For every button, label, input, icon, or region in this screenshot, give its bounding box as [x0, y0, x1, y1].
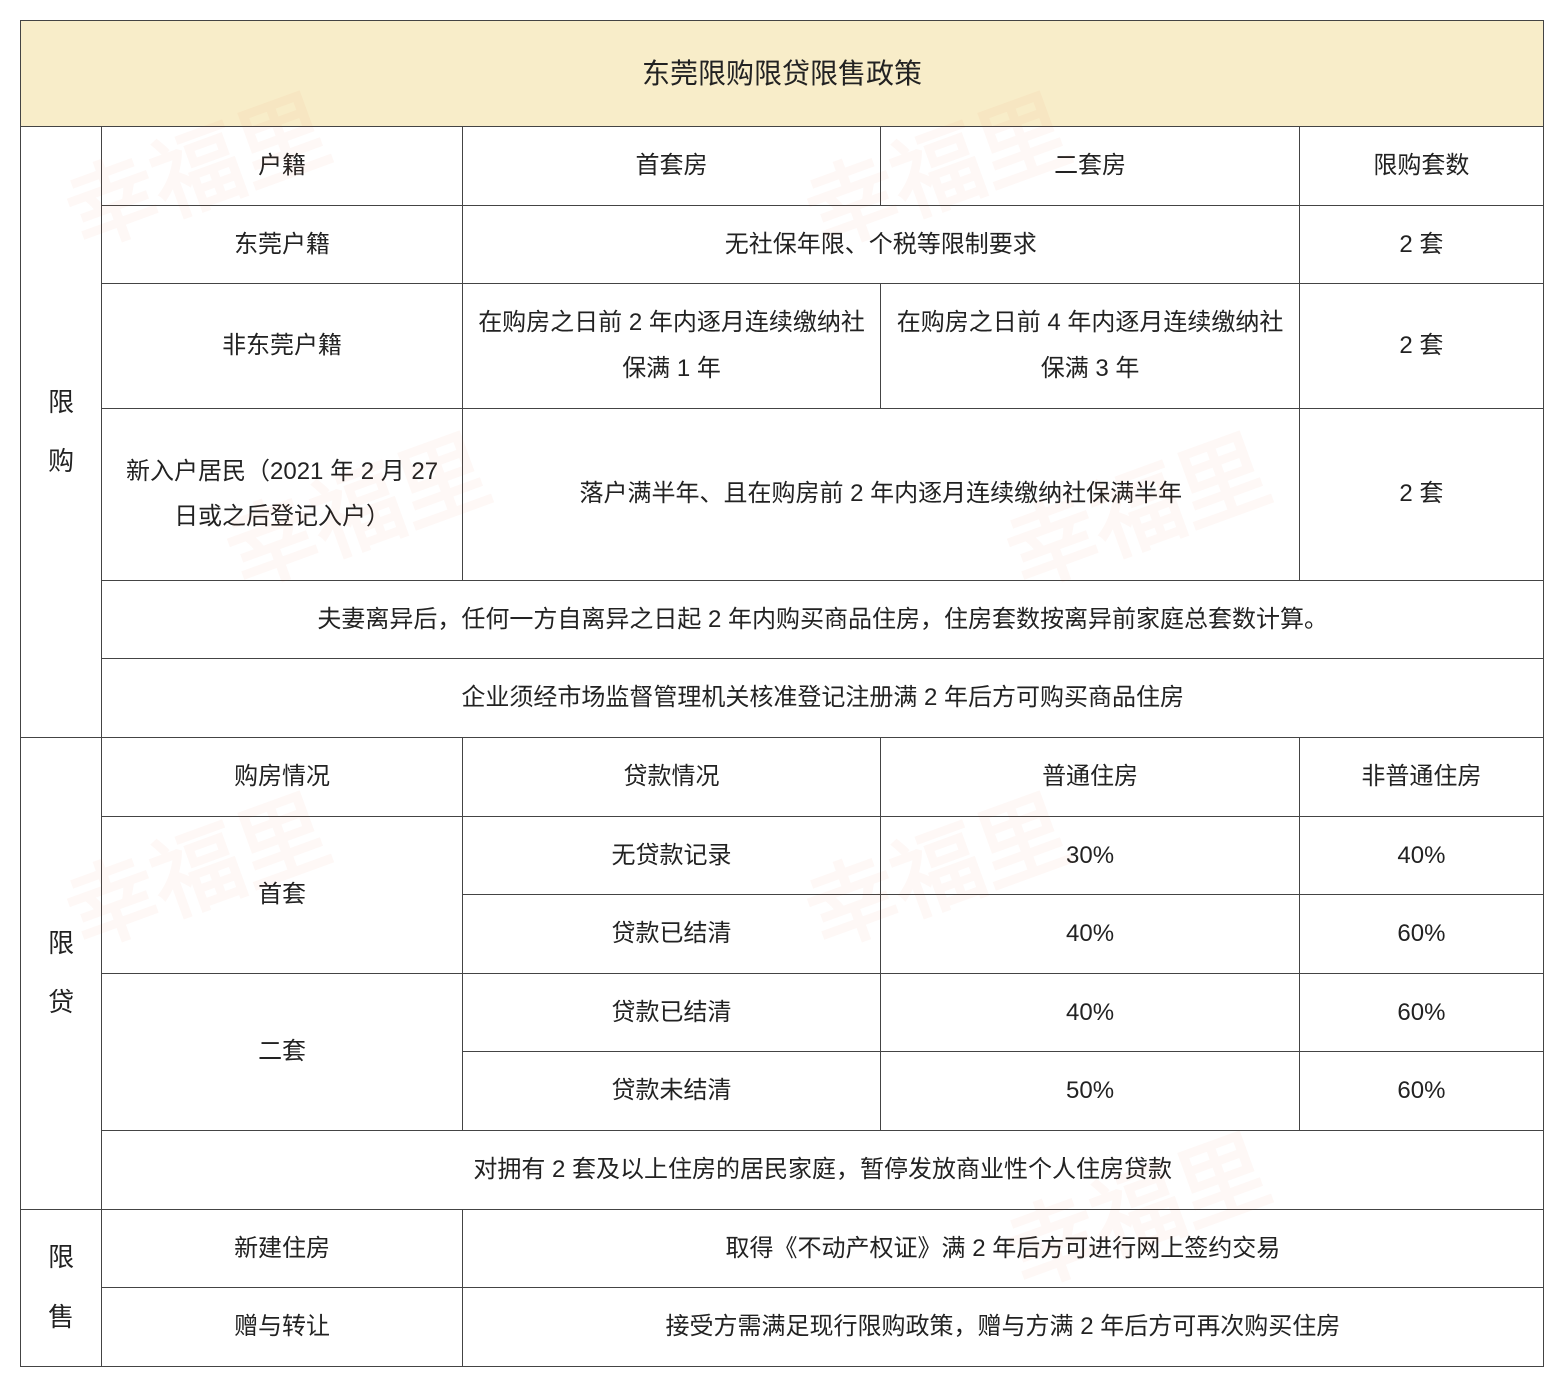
cell: 40% — [881, 895, 1300, 974]
cell: 30% — [881, 816, 1300, 895]
xiandai-h-c1: 购房情况 — [102, 737, 462, 816]
cell: 贷款已结清 — [462, 895, 881, 974]
cell: 2 套 — [1299, 284, 1543, 408]
cell: 60% — [1299, 895, 1543, 974]
xiangou-h-c4: 限购套数 — [1299, 127, 1543, 206]
cell: 企业须经市场监督管理机关核准登记注册满 2 年后方可购买商品住房 — [102, 659, 1544, 738]
policy-table: 东莞限购限贷限售政策 限购 户籍 首套房 二套房 限购套数 东莞户籍 无社保年限… — [20, 20, 1544, 1367]
xiandai-h-c2: 贷款情况 — [462, 737, 881, 816]
cell: 赠与转让 — [102, 1288, 462, 1367]
xiandai-row-2: 二套 贷款已结清 40% 60% — [21, 973, 1544, 1052]
cell: 首套 — [102, 816, 462, 973]
xiangou-row-1: 非东莞户籍 在购房之日前 2 年内逐月连续缴纳社保满 1 年 在购房之日前 4 … — [21, 284, 1544, 408]
table-title: 东莞限购限贷限售政策 — [21, 21, 1544, 127]
cell: 非东莞户籍 — [102, 284, 462, 408]
cell: 无贷款记录 — [462, 816, 881, 895]
cell: 东莞户籍 — [102, 205, 462, 284]
xiangou-h-c1: 户籍 — [102, 127, 462, 206]
cell: 贷款已结清 — [462, 973, 881, 1052]
cell: 40% — [881, 973, 1300, 1052]
cell: 在购房之日前 4 年内逐月连续缴纳社保满 3 年 — [881, 284, 1300, 408]
section-label-xiangou: 限购 — [21, 127, 102, 738]
cell: 落户满半年、且在购房前 2 年内逐月连续缴纳社保满半年 — [462, 408, 1299, 580]
title-row: 东莞限购限贷限售政策 — [21, 21, 1544, 127]
xiandai-header-row: 限贷 购房情况 贷款情况 普通住房 非普通住房 — [21, 737, 1544, 816]
section-label-xianshou: 限售 — [21, 1209, 102, 1366]
cell: 取得《不动产权证》满 2 年后方可进行网上签约交易 — [462, 1209, 1543, 1288]
xiangou-h-c2: 首套房 — [462, 127, 881, 206]
xiangou-h-c3: 二套房 — [881, 127, 1300, 206]
xiandai-row-0: 首套 无贷款记录 30% 40% — [21, 816, 1544, 895]
xiangou-row-0: 东莞户籍 无社保年限、个税等限制要求 2 套 — [21, 205, 1544, 284]
xianshou-row-1: 赠与转让 接受方需满足现行限购政策，赠与方满 2 年后方可再次购买住房 — [21, 1288, 1544, 1367]
cell: 对拥有 2 套及以上住房的居民家庭，暂停发放商业性个人住房贷款 — [102, 1130, 1544, 1209]
xiangou-note-0: 夫妻离异后，任何一方自离异之日起 2 年内购买商品住房，住房套数按离异前家庭总套… — [21, 580, 1544, 659]
cell: 60% — [1299, 1052, 1543, 1131]
cell: 贷款未结清 — [462, 1052, 881, 1131]
cell: 40% — [1299, 816, 1543, 895]
xiandai-note: 对拥有 2 套及以上住房的居民家庭，暂停发放商业性个人住房贷款 — [21, 1130, 1544, 1209]
cell: 无社保年限、个税等限制要求 — [462, 205, 1299, 284]
cell: 2 套 — [1299, 205, 1543, 284]
cell: 60% — [1299, 973, 1543, 1052]
xiandai-h-c4: 非普通住房 — [1299, 737, 1543, 816]
xianshou-row-0: 限售 新建住房 取得《不动产权证》满 2 年后方可进行网上签约交易 — [21, 1209, 1544, 1288]
cell: 50% — [881, 1052, 1300, 1131]
cell: 新入户居民（2021 年 2 月 27 日或之后登记入户） — [102, 408, 462, 580]
section-label-xiandai: 限贷 — [21, 737, 102, 1209]
cell: 夫妻离异后，任何一方自离异之日起 2 年内购买商品住房，住房套数按离异前家庭总套… — [102, 580, 1544, 659]
policy-table-wrap: 幸福里 幸福里 幸福里 幸福里 幸福里 幸福里 幸福里 东莞限购限贷限售政策 限… — [20, 20, 1544, 1367]
xiangou-row-2: 新入户居民（2021 年 2 月 27 日或之后登记入户） 落户满半年、且在购房… — [21, 408, 1544, 580]
xiangou-note-1: 企业须经市场监督管理机关核准登记注册满 2 年后方可购买商品住房 — [21, 659, 1544, 738]
cell: 接受方需满足现行限购政策，赠与方满 2 年后方可再次购买住房 — [462, 1288, 1543, 1367]
xiangou-header-row: 限购 户籍 首套房 二套房 限购套数 — [21, 127, 1544, 206]
xiandai-h-c3: 普通住房 — [881, 737, 1300, 816]
cell: 2 套 — [1299, 408, 1543, 580]
cell: 新建住房 — [102, 1209, 462, 1288]
cell: 二套 — [102, 973, 462, 1130]
cell: 在购房之日前 2 年内逐月连续缴纳社保满 1 年 — [462, 284, 881, 408]
